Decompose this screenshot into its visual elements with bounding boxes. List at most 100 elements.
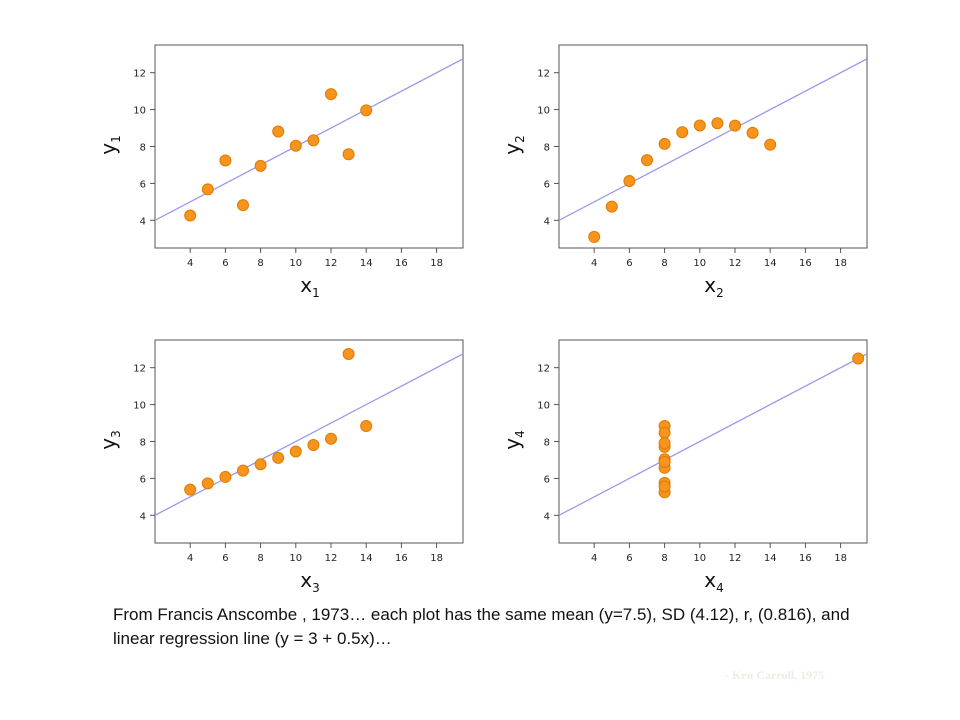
x-tick-label-4-4: 12: [729, 553, 742, 564]
x-tick-label-4-0: 4: [591, 553, 597, 564]
y-tick-label-2-1: 6: [544, 179, 550, 190]
y-tick-label-1-0: 4: [140, 216, 146, 227]
data-point-1-7: [184, 209, 197, 222]
y-tick-label-4-4: 12: [537, 364, 550, 375]
y-tick-label-3-3: 10: [133, 401, 146, 412]
x-tick-label-3-5: 14: [360, 553, 373, 564]
regression-line-2: [559, 58, 867, 221]
x-tick-label-4-7: 18: [834, 553, 847, 564]
x-tick-label-3-2: 8: [257, 553, 263, 564]
y-tick-label-2-3: 10: [537, 106, 550, 117]
x-tick-label-4-6: 16: [799, 553, 812, 564]
data-point-2-7: [588, 230, 601, 243]
data-point-1-5: [360, 104, 373, 117]
data-point-1-10: [201, 183, 214, 196]
x-tick-label-1-6: 16: [395, 258, 408, 269]
x-tick-label-3-6: 16: [395, 553, 408, 564]
data-point-1-8: [325, 88, 337, 101]
x-tick-label-2-4: 12: [729, 258, 742, 269]
data-point-3-0: [289, 445, 302, 458]
data-point-4-4: [658, 426, 671, 439]
data-point-2-1: [658, 137, 671, 150]
y-axis-label-sub-3: 3: [109, 430, 123, 438]
x-tick-label-4-1: 6: [626, 553, 632, 564]
data-point-1-1: [254, 159, 267, 172]
y-axis-label-sub-2: 2: [513, 135, 527, 143]
data-point-4-7: [852, 352, 865, 365]
y-tick-label-3-1: 6: [140, 474, 146, 485]
data-point-3-9: [237, 464, 249, 477]
data-point-1-0: [289, 139, 302, 152]
plot-frame-1: [154, 44, 464, 249]
data-point-2-3: [676, 126, 689, 139]
data-point-1-3: [272, 125, 285, 138]
x-axis-label-sub-1: 1: [312, 286, 320, 300]
y-tick-label-4-1: 6: [544, 474, 550, 485]
x-tick-label-1-7: 18: [430, 258, 443, 269]
x-axis-label-sub-2: 2: [716, 286, 724, 300]
x-axis-label-sub-3: 3: [312, 581, 320, 595]
data-point-3-2: [342, 348, 355, 361]
data-point-3-3: [272, 451, 285, 464]
y-axis-label-2: y2: [500, 135, 527, 154]
y-tick-label-2-2: 8: [544, 143, 550, 154]
regression-line-3: [155, 353, 463, 516]
x-axis-label-4: x4: [704, 568, 723, 595]
data-point-3-4: [307, 439, 320, 452]
x-axis-label-main-2: x: [704, 273, 716, 297]
figure-caption: From Francis Anscombe , 1973… each plot …: [113, 605, 850, 648]
data-point-1-2: [342, 148, 355, 161]
data-point-3-5: [360, 419, 373, 432]
data-point-2-5: [764, 138, 777, 151]
y-tick-label-1-2: 8: [140, 143, 146, 154]
data-point-4-8: [658, 480, 671, 493]
credit-text: - Ken Carroll, 1975: [725, 668, 825, 682]
x-axis-label-main-1: x: [300, 273, 312, 297]
y-tick-label-1-4: 12: [133, 69, 146, 80]
y-axis-label-sub-1: 1: [109, 135, 123, 143]
x-tick-label-3-3: 10: [289, 553, 302, 564]
y-tick-label-2-0: 4: [544, 216, 550, 227]
x-tick-label-1-5: 14: [360, 258, 373, 269]
x-tick-label-2-2: 8: [661, 258, 667, 269]
x-tick-label-2-0: 4: [591, 258, 597, 269]
x-tick-label-3-7: 18: [430, 553, 443, 564]
data-point-2-0: [693, 119, 706, 132]
x-tick-label-4-2: 8: [661, 553, 667, 564]
x-tick-label-4-5: 14: [764, 553, 777, 564]
x-tick-label-3-0: 4: [187, 553, 193, 564]
y-axis-label-main-1: y: [96, 143, 120, 155]
x-axis-label-main-4: x: [704, 568, 716, 592]
data-point-1-6: [219, 154, 232, 167]
data-point-3-6: [219, 470, 232, 483]
y-tick-label-1-3: 10: [133, 106, 146, 117]
data-point-3-10: [201, 477, 214, 490]
data-point-4-9: [658, 437, 671, 450]
y-tick-label-4-2: 8: [544, 438, 550, 449]
y-tick-label-3-4: 12: [133, 364, 146, 375]
x-tick-label-2-5: 14: [764, 258, 777, 269]
data-point-1-9: [237, 199, 249, 212]
x-axis-label-main-3: x: [300, 568, 312, 592]
data-point-2-8: [729, 119, 741, 132]
data-point-3-7: [184, 483, 197, 496]
regression-line-4: [559, 353, 867, 516]
x-tick-label-3-1: 6: [222, 553, 228, 564]
x-axis-label-1: x1: [300, 273, 319, 300]
plot-frame-4: [558, 339, 868, 544]
data-point-2-2: [746, 126, 759, 139]
x-tick-label-1-4: 12: [325, 258, 338, 269]
data-point-2-9: [641, 154, 653, 167]
x-tick-label-1-3: 10: [289, 258, 302, 269]
x-axis-label-2: x2: [704, 273, 723, 300]
x-axis-label-3: x3: [300, 568, 319, 595]
x-tick-label-1-0: 4: [187, 258, 193, 269]
data-point-1-4: [307, 134, 320, 147]
y-tick-label-3-0: 4: [140, 511, 146, 522]
y-axis-label-3: y3: [96, 430, 123, 449]
